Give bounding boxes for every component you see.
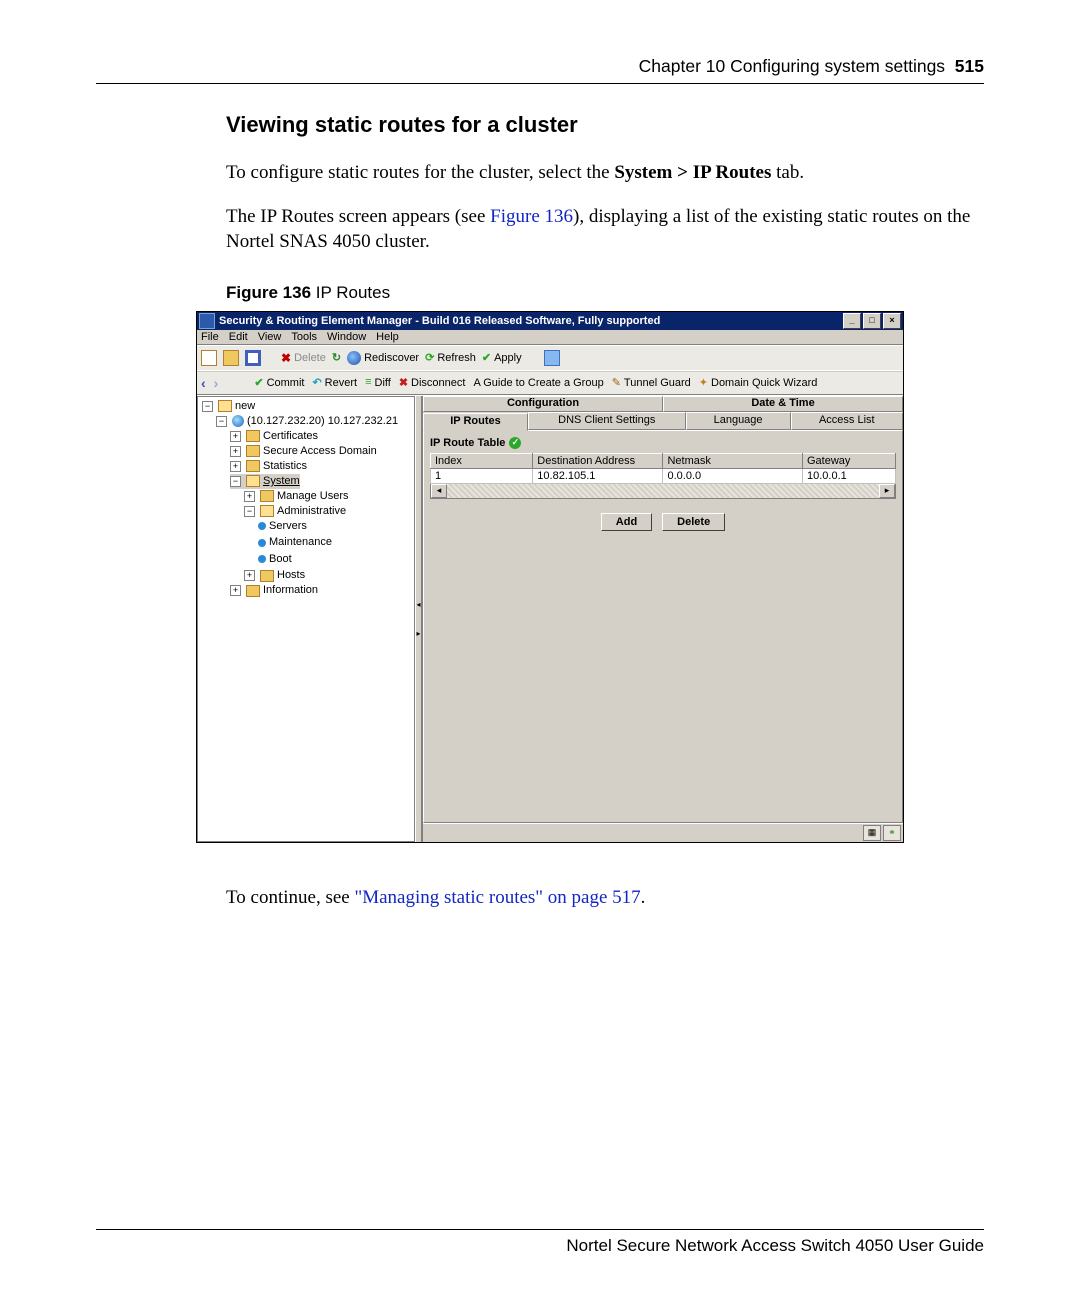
- toolbar-1: ✖Delete ↻ Rediscover ⟳Refresh ✔Apply: [197, 345, 903, 371]
- app-window: Security & Routing Element Manager - Bui…: [196, 311, 904, 843]
- tree-boot[interactable]: Boot: [258, 552, 292, 567]
- reload-icon[interactable]: ↻: [332, 351, 341, 365]
- tree-root[interactable]: −new: [202, 399, 255, 414]
- section-title: Viewing static routes for a cluster: [226, 112, 984, 138]
- domain-wizard-button[interactable]: ✦Domain Quick Wizard: [699, 376, 818, 390]
- app-icon: [199, 313, 215, 329]
- table-title: IP Route Table ✓: [430, 437, 896, 449]
- close-button[interactable]: ×: [883, 313, 901, 329]
- continue-link[interactable]: "Managing static routes" on page 517: [354, 887, 640, 908]
- titlebar: Security & Routing Element Manager - Bui…: [197, 312, 903, 330]
- window-icon[interactable]: [544, 350, 560, 366]
- status-icon-1[interactable]: ▦: [863, 825, 881, 841]
- paragraph-2: The IP Routes screen appears (see Figure…: [226, 204, 984, 255]
- tab-access-list[interactable]: Access List: [791, 412, 903, 430]
- check-icon: ✓: [509, 437, 521, 449]
- new-icon[interactable]: [201, 350, 217, 366]
- col-gateway[interactable]: Gateway: [802, 453, 895, 468]
- guide-button[interactable]: A Guide to Create a Group: [473, 377, 603, 389]
- tab-dns[interactable]: DNS Client Settings: [528, 412, 686, 430]
- col-dest[interactable]: Destination Address: [533, 453, 663, 468]
- table-row[interactable]: 1 10.82.105.1 0.0.0.0 10.0.0.1: [431, 468, 896, 483]
- disconnect-button[interactable]: ✖Disconnect: [399, 376, 466, 390]
- add-button[interactable]: Add: [601, 513, 652, 531]
- apply-button[interactable]: ✔Apply: [482, 351, 522, 365]
- commit-button[interactable]: ✔Commit: [254, 376, 304, 390]
- menu-edit[interactable]: Edit: [229, 331, 248, 343]
- menu-view[interactable]: View: [258, 331, 282, 343]
- tree-manage-users[interactable]: +Manage Users: [244, 489, 349, 504]
- status-icon-2[interactable]: ⚭: [883, 825, 901, 841]
- figure-ref-link[interactable]: Figure 136: [490, 206, 573, 227]
- tree-info[interactable]: +Information: [230, 583, 318, 598]
- refresh-button[interactable]: ⟳Refresh: [425, 351, 476, 365]
- tunnel-guard-button[interactable]: ✎Tunnel Guard: [612, 376, 691, 390]
- tab-ip-routes[interactable]: IP Routes: [423, 413, 528, 431]
- splitter[interactable]: ◂▸: [415, 396, 422, 842]
- tree-certs[interactable]: +Certificates: [230, 429, 318, 444]
- paragraph-1: To configure static routes for the clust…: [226, 160, 984, 186]
- col-netmask[interactable]: Netmask: [663, 453, 803, 468]
- revert-button[interactable]: ↶Revert: [312, 376, 357, 390]
- nav-tree: −new −(10.127.232.20) 10.127.232.21 +Cer…: [197, 396, 415, 842]
- delete-button: ✖Delete: [281, 351, 326, 365]
- delete-button[interactable]: Delete: [662, 513, 725, 531]
- tree-sad[interactable]: +Secure Access Domain: [230, 444, 377, 459]
- menu-window[interactable]: Window: [327, 331, 366, 343]
- figure-caption: Figure 136 IP Routes: [226, 283, 984, 303]
- content-pane: Configuration Date & Time IP Routes DNS …: [422, 396, 903, 842]
- running-header: Chapter 10 Configuring system settings 5…: [96, 56, 984, 84]
- save-icon[interactable]: [245, 350, 261, 366]
- tree-admin[interactable]: −Administrative: [244, 504, 346, 519]
- diff-button[interactable]: ≡Diff: [365, 376, 391, 390]
- toolbar-2: ‹ › ✔Commit ↶Revert ≡Diff ✖Disconnect A …: [197, 371, 903, 395]
- tree-system[interactable]: −System: [230, 474, 300, 489]
- rediscover-button[interactable]: Rediscover: [347, 351, 419, 365]
- page-footer: Nortel Secure Network Access Switch 4050…: [96, 1229, 984, 1256]
- tree-cluster[interactable]: −(10.127.232.20) 10.127.232.21: [216, 414, 398, 429]
- forward-button: ›: [214, 375, 219, 391]
- tree-hosts[interactable]: +Hosts: [244, 568, 305, 583]
- continue-paragraph: To continue, see "Managing static routes…: [226, 885, 984, 911]
- menu-tools[interactable]: Tools: [291, 331, 317, 343]
- ip-route-table: Index Destination Address Netmask Gatewa…: [430, 453, 896, 484]
- window-title: Security & Routing Element Manager - Bui…: [219, 315, 660, 327]
- minimize-button[interactable]: _: [843, 313, 861, 329]
- tree-servers[interactable]: Servers: [258, 519, 307, 534]
- menubar: File Edit View Tools Window Help: [197, 330, 903, 345]
- open-icon[interactable]: [223, 350, 239, 366]
- top-tab-configuration[interactable]: Configuration: [423, 396, 663, 412]
- back-button[interactable]: ‹: [201, 375, 206, 391]
- maximize-button[interactable]: □: [863, 313, 881, 329]
- tree-stats[interactable]: +Statistics: [230, 459, 307, 474]
- col-index[interactable]: Index: [431, 453, 533, 468]
- tab-language[interactable]: Language: [686, 412, 791, 430]
- menu-file[interactable]: File: [201, 331, 219, 343]
- tree-maintenance[interactable]: Maintenance: [258, 535, 332, 550]
- top-tab-datetime[interactable]: Date & Time: [663, 396, 903, 412]
- menu-help[interactable]: Help: [376, 331, 399, 343]
- h-scrollbar[interactable]: ◂▸: [430, 484, 896, 499]
- statusbar: ▦ ⚭: [423, 823, 903, 842]
